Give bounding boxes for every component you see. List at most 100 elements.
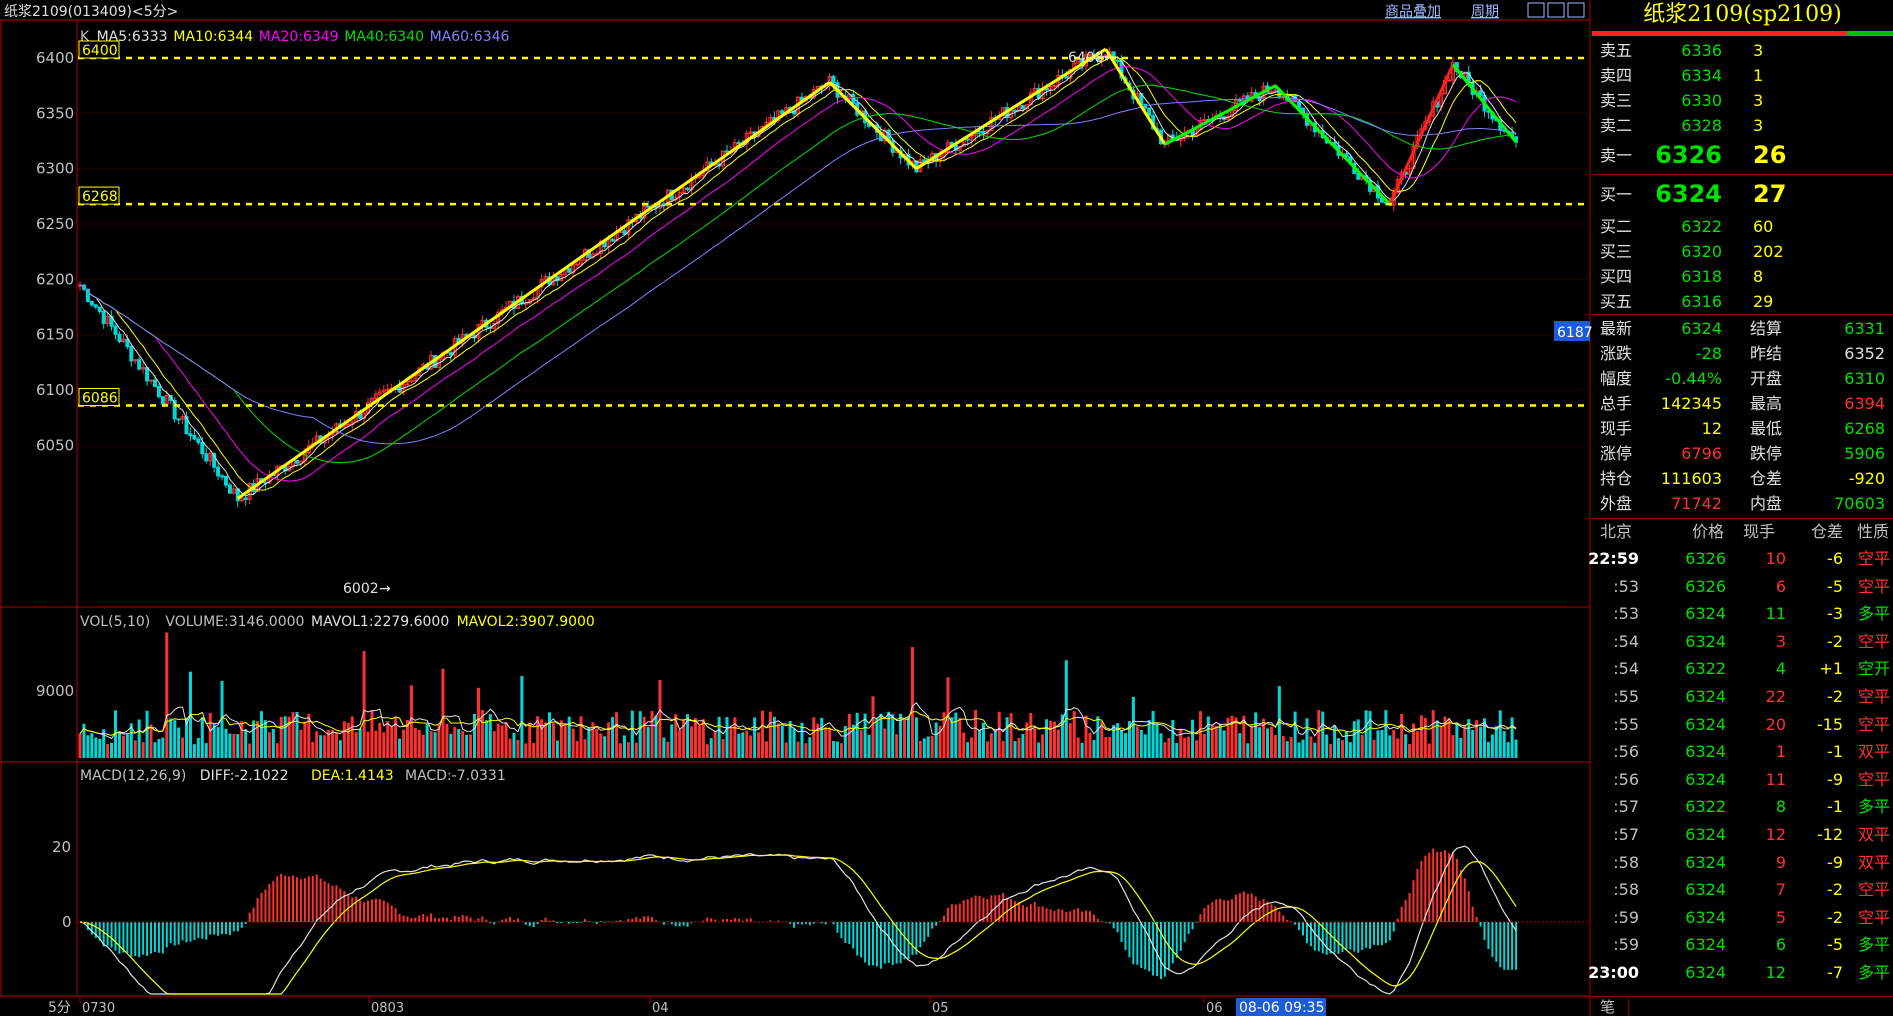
tick-time: :54 [1613, 631, 1639, 651]
volume-bar [1052, 721, 1056, 758]
ma5-line [79, 55, 1517, 497]
volume-bar [1127, 721, 1131, 758]
overlay-link[interactable]: 商品叠加 [1385, 4, 1441, 20]
tick-volume: 20 [1765, 714, 1786, 734]
volume-bar [1112, 725, 1116, 758]
volume-bar [110, 742, 114, 758]
quote-title: 纸浆2109(sp2109) [1643, 2, 1842, 27]
tick-diff: -3 [1827, 604, 1843, 624]
volume-bar [1139, 729, 1143, 758]
period-label: 5分 [48, 1000, 71, 1016]
volume-bar [433, 732, 437, 758]
volume-bar [291, 712, 295, 758]
ask-row: 卖二 6328 3 [1592, 113, 1893, 138]
candle-body [610, 238, 615, 242]
bid-price: 6316 [1681, 292, 1722, 311]
candle-body [97, 306, 102, 312]
stat-value: 70603 [1834, 494, 1885, 513]
price-axis-label: 6350 [36, 104, 74, 122]
ma40-line [79, 84, 1517, 464]
volume-bar [693, 718, 697, 758]
volume-bar [1167, 737, 1171, 758]
period-link[interactable]: 周期 [1471, 4, 1499, 20]
macd-legend: MACD(12,26,9) DIFF:-2.1022 DEA:1.4143 MACD:… [80, 768, 506, 784]
tick-price: 6324 [1685, 907, 1726, 927]
volume-bar [106, 743, 110, 758]
volume-bar [390, 726, 394, 758]
dea-line [79, 854, 1517, 995]
volume-bar [1479, 726, 1483, 758]
volume-bar [465, 735, 469, 758]
volume-bar [1297, 742, 1301, 758]
volume-bar [346, 722, 350, 758]
volume-bar [946, 677, 950, 758]
volume-bar [910, 647, 914, 758]
volume-bar [413, 727, 417, 758]
volume-bar [1285, 741, 1289, 758]
volume-bar [484, 720, 488, 758]
hline-label-box [78, 387, 120, 406]
volume-bar [867, 734, 871, 758]
volume-bar [1049, 720, 1053, 758]
candle-body [196, 438, 201, 443]
volume-bar [575, 741, 579, 758]
tick-volume: 6 [1775, 576, 1786, 596]
bid-volume: 29 [1753, 292, 1774, 311]
ask-volume: 3 [1753, 91, 1764, 110]
candle-body [180, 416, 185, 420]
volume-bar [630, 710, 634, 758]
volume-bar [129, 723, 133, 758]
volume-bar [611, 717, 615, 758]
maximize-icon[interactable] [1547, 2, 1565, 18]
candle-body [156, 386, 161, 398]
volume-bar [98, 738, 102, 758]
tick-row: :59 6324 6 -5 多平 [1592, 932, 1893, 957]
close-icon[interactable] [1567, 2, 1585, 18]
volume-bar [1037, 742, 1041, 758]
stat-value: -28 [1695, 344, 1722, 363]
tick-volume: 3 [1775, 631, 1786, 651]
volume-bar [287, 716, 291, 758]
volume-bar [1388, 735, 1392, 758]
candle-body [981, 130, 986, 135]
volume-bar [563, 723, 567, 758]
volume-bar [1226, 717, 1230, 758]
volume-bar [540, 719, 544, 758]
tick-volume: 9 [1775, 852, 1786, 872]
volume-bar [997, 711, 1001, 758]
tick-time: :54 [1613, 659, 1639, 679]
candle-body [409, 380, 414, 383]
restore-icon[interactable] [1527, 2, 1545, 18]
tick-diff: -6 [1827, 549, 1843, 568]
volume-bar [1443, 716, 1447, 758]
zigzag-segment [1451, 63, 1518, 144]
tab-ticks[interactable]: 笔 [1600, 998, 1629, 1016]
tick-diff: -2 [1827, 631, 1843, 651]
candle-body [1020, 105, 1025, 110]
candle-body [1103, 54, 1108, 57]
candle-body [381, 389, 386, 393]
volume-bar [457, 729, 461, 758]
stat-value: 142345 [1660, 394, 1722, 413]
stat-row: 涨跌 -28 昨结 6352 [1592, 341, 1893, 366]
bid-label: 买一 [1600, 185, 1633, 204]
candle-body [725, 150, 730, 153]
tick-price: 6326 [1685, 576, 1726, 596]
volume-bar [1080, 742, 1084, 758]
tick-nature: 多平 [1857, 604, 1890, 624]
tick-diff: -2 [1827, 687, 1843, 706]
candle-body [1076, 59, 1081, 64]
volume-ma-lines [79, 702, 1517, 740]
stat-value: 5906 [1844, 444, 1885, 463]
volume-bar [402, 729, 406, 758]
volume-bar [362, 651, 366, 758]
candle-body [1269, 91, 1274, 94]
stat-value: 6394 [1844, 394, 1885, 413]
candle-body [160, 396, 165, 405]
volume-bar [741, 732, 745, 758]
stat-value: 6352 [1844, 344, 1885, 363]
candle-body [227, 484, 232, 494]
volume-bar [820, 717, 824, 758]
window-controls[interactable] [1527, 2, 1585, 18]
